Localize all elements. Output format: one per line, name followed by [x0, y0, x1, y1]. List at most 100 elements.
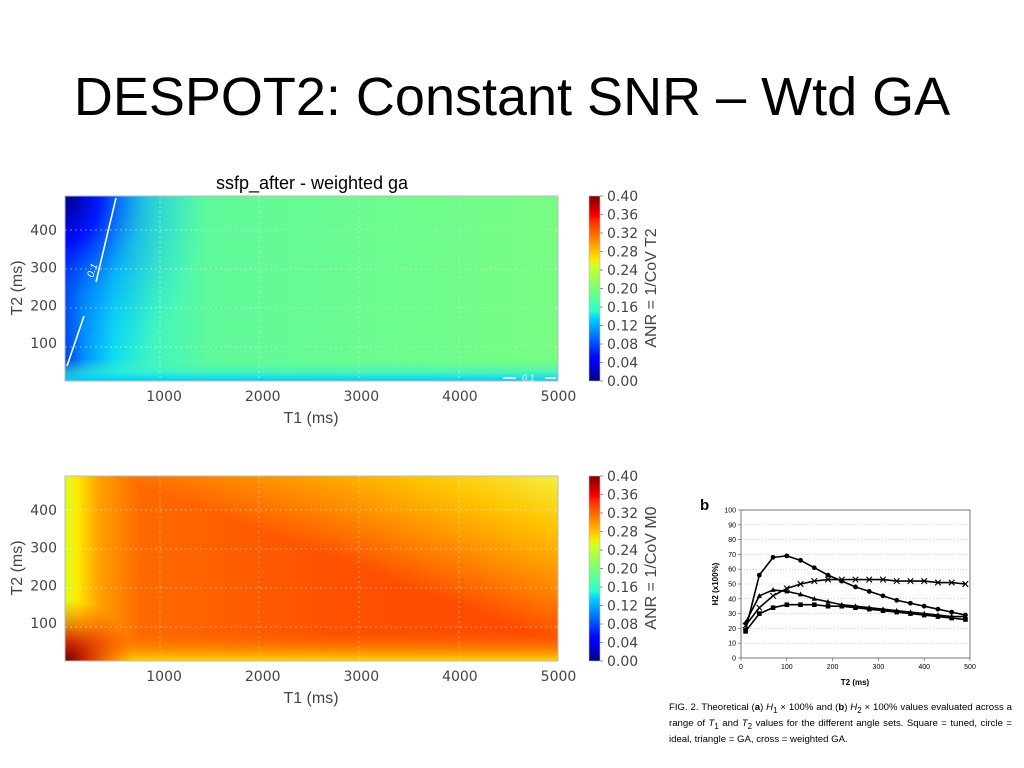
- x-tick-label: 4000: [442, 389, 478, 405]
- slide-title: DESPOT2: Constant SNR – Wtd GA: [73, 67, 951, 127]
- x-tick-label: 1000: [146, 669, 182, 685]
- heatmap-bottom-corner: [65, 600, 135, 661]
- caption-text: ): [760, 702, 767, 713]
- data-point-triangle: [756, 593, 762, 598]
- y-tick-label: 90: [728, 522, 736, 529]
- y-tick-label: 0: [732, 656, 736, 663]
- data-point-square: [757, 611, 762, 616]
- colorbar-bottom: [588, 475, 601, 662]
- caption-symbol: T: [741, 717, 748, 729]
- data-point-triangle: [962, 613, 969, 619]
- y-tick-label: 30: [728, 611, 736, 618]
- data-point-triangle: [907, 609, 914, 615]
- caption-subscript: 1: [773, 705, 778, 715]
- x-tick-label: 4000: [442, 669, 478, 685]
- colorbar-tick-label: 0.16: [607, 300, 638, 316]
- data-point-cross: [948, 579, 955, 586]
- data-point-cross: [907, 577, 914, 585]
- heatmap-top-frame: [64, 195, 559, 382]
- colorbar-tick-label: 0.20: [607, 282, 638, 298]
- caption-symbol: T: [708, 717, 715, 729]
- data-point-square: [963, 617, 968, 622]
- y-tick-label: 400: [30, 503, 57, 519]
- y-tick-label: 100: [30, 616, 57, 632]
- data-point-circle: [811, 565, 817, 571]
- caption-panel-a: a: [754, 702, 761, 713]
- data-point-cross: [893, 577, 900, 585]
- y-tick-label: 80: [728, 537, 736, 544]
- data-point-circle: [756, 572, 762, 578]
- data-point-circle: [908, 600, 913, 606]
- data-point-triangle: [852, 603, 859, 609]
- contour-line: [66, 197, 117, 367]
- caption-text: and: [718, 717, 742, 729]
- colorbar-tick-label: 0.40: [607, 189, 638, 205]
- y-tick-label: 20: [728, 626, 736, 633]
- data-point-triangle: [825, 598, 831, 604]
- colorbar-tick-label: 0.00: [607, 654, 638, 670]
- data-point-cross: [852, 576, 859, 583]
- heatmap-top-title: ssfp_after - weighted ga: [216, 173, 409, 194]
- caption-subscript: 1: [714, 721, 719, 731]
- heatmap-top-low-region: [65, 196, 205, 381]
- data-point-cross: [824, 576, 832, 583]
- data-point-cross: [783, 585, 790, 592]
- heatmap-t2: ssfp_after - weighted ga 0.1 0.1 1000 200…: [9, 173, 660, 427]
- data-point-triangle: [797, 591, 804, 597]
- y-tick-label: 40: [728, 596, 736, 603]
- caption-symbol: H: [766, 702, 774, 713]
- x-axis-label: T1 (ms): [283, 410, 338, 427]
- x-tick-label: 100: [781, 664, 793, 671]
- caption-subscript: 2: [857, 705, 862, 715]
- data-point-cross: [756, 604, 763, 611]
- colorbar-tick-label: 0.36: [607, 488, 638, 504]
- colorbar-tick-label: 0.12: [607, 319, 638, 335]
- data-point-circle: [935, 606, 941, 612]
- data-point-cross: [879, 576, 887, 583]
- data-point-circle: [921, 603, 927, 609]
- data-point-circle: [798, 557, 803, 563]
- caption-text: values for the different angle sets. Squ…: [669, 717, 1012, 745]
- data-point-triangle: [949, 613, 955, 619]
- x-tick-label: 5000: [541, 669, 577, 685]
- colorbar-tick-label: 0.28: [607, 525, 638, 541]
- data-point-circle: [880, 593, 886, 599]
- contour-label: 0.1: [85, 262, 100, 279]
- data-point-square: [770, 605, 776, 610]
- x-tick-label: 200: [827, 664, 839, 671]
- data-point-square: [784, 602, 790, 608]
- caption-text: × 100% and (: [777, 702, 839, 713]
- data-point-cross: [921, 577, 928, 585]
- data-point-circle: [770, 554, 776, 560]
- x-tick-label: 3000: [343, 669, 379, 685]
- x-tick-label: 0: [739, 664, 743, 671]
- colorbar-top: [588, 195, 601, 382]
- y-tick-label: 400: [30, 223, 57, 239]
- data-point-circle: [784, 553, 790, 559]
- y-tick-label: 10: [728, 641, 736, 648]
- panel-label: b: [700, 497, 709, 514]
- data-point-circle: [866, 589, 872, 594]
- colorbar-tick-label: 0.40: [607, 469, 638, 485]
- h2-line-plot: b 0 10 20 30 40 50 60 70 80 90 100 0 100 200 300 400 50…: [700, 497, 976, 687]
- data-point-triangle: [839, 601, 845, 607]
- data-point-circle: [853, 584, 858, 590]
- colorbar-label: ANR = 1/CoV T2: [643, 228, 660, 347]
- colorbar-tick-label: 0.04: [607, 636, 638, 652]
- y-tick-label: 70: [728, 552, 736, 559]
- data-point-circle: [949, 609, 955, 615]
- data-point-circle: [825, 572, 831, 578]
- colorbar-tick-label: 0.20: [607, 562, 638, 578]
- data-point-cross: [838, 576, 845, 583]
- colorbar-tick-label: 0.08: [607, 337, 638, 353]
- data-point-triangle: [921, 610, 927, 616]
- y-axis-label: T2 (ms): [9, 260, 26, 315]
- y-axis-label: H2 (x100%): [711, 562, 720, 605]
- colorbar-tick-label: 0.24: [607, 543, 638, 559]
- contour-label: 0.1: [522, 373, 535, 383]
- data-point-circle: [894, 597, 900, 603]
- data-point-triangle: [866, 604, 872, 610]
- data-point-triangle: [880, 606, 886, 612]
- caption-subscript: 2: [747, 721, 753, 731]
